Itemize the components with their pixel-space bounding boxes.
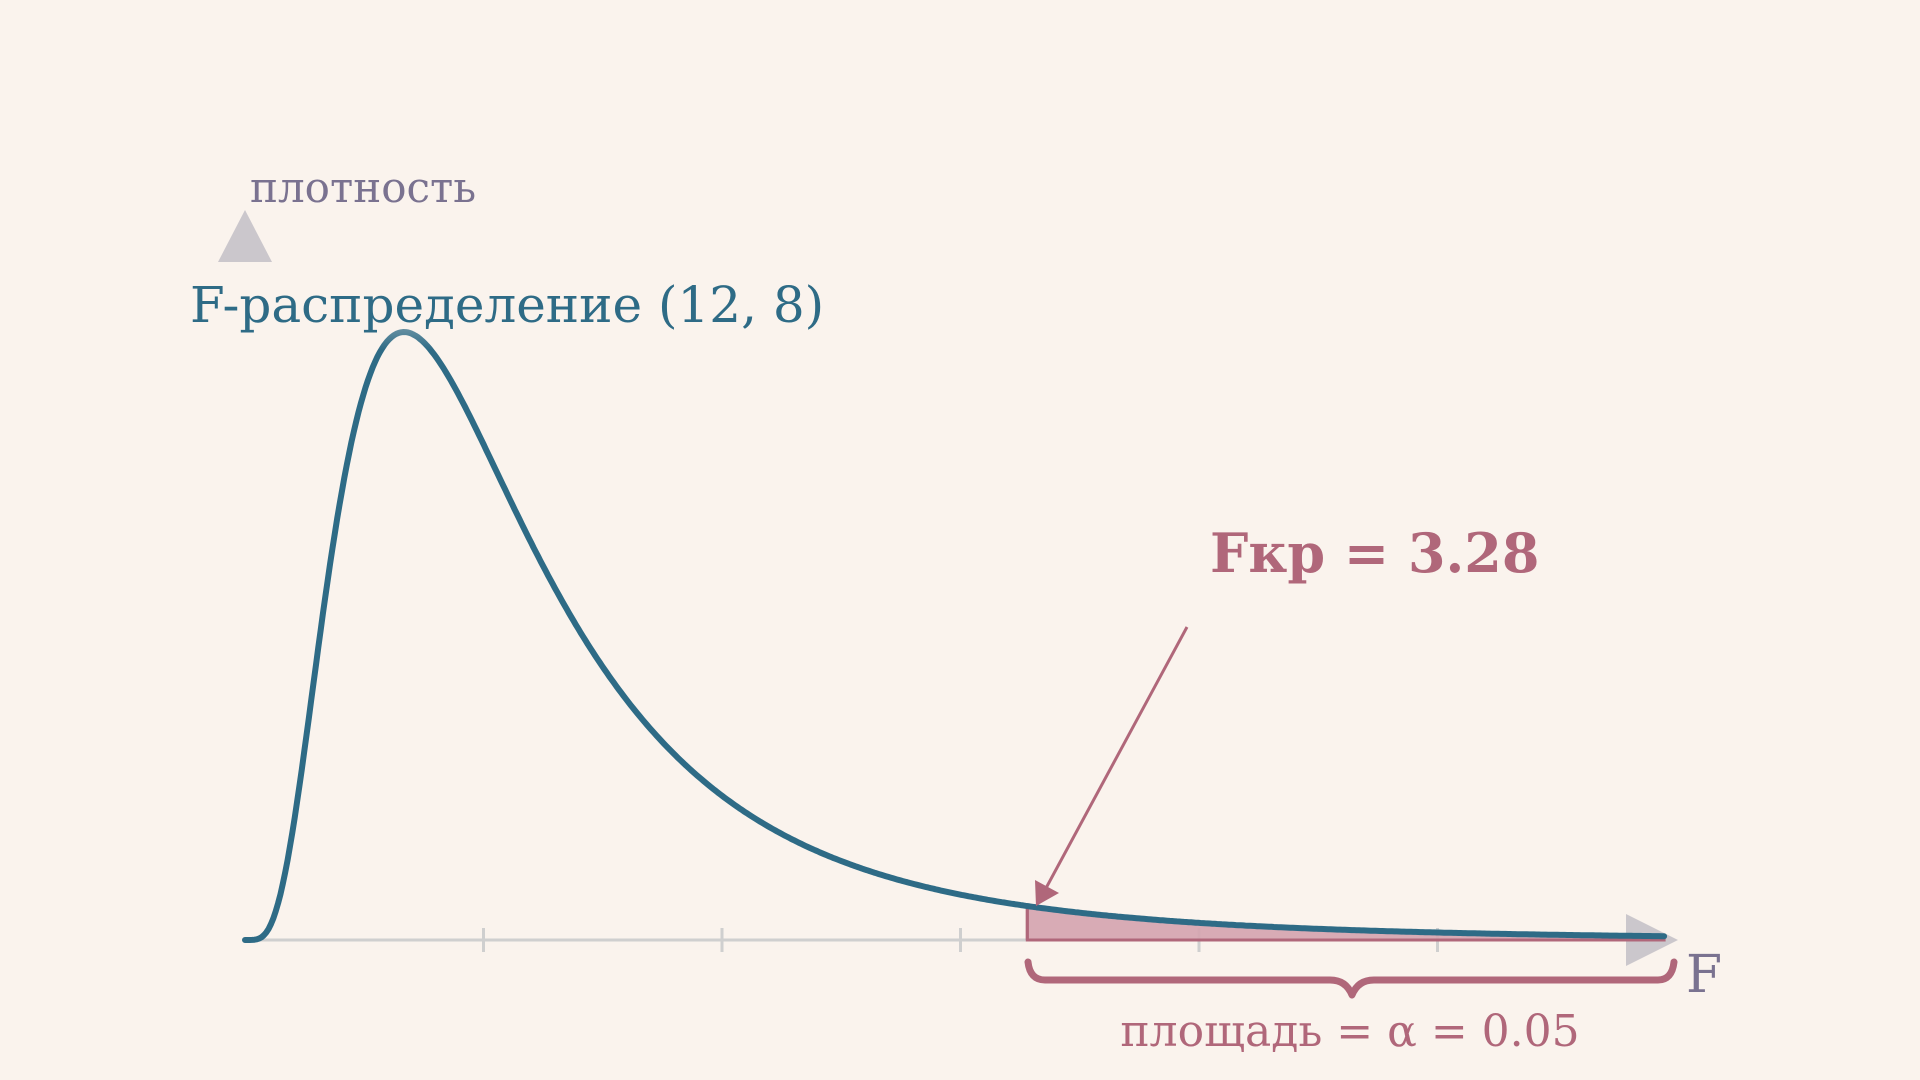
peak-label-backdrop xyxy=(240,270,480,350)
area-brace xyxy=(1024,958,1678,999)
annotation-arrow-icon xyxy=(1035,880,1059,906)
y-axis-arrow-icon xyxy=(218,210,272,262)
y-axis-label: плотность xyxy=(250,163,476,212)
density-curve xyxy=(242,329,1668,943)
annotation-arrow-line xyxy=(1043,626,1189,891)
curve-label: F-распределение (12, 8) xyxy=(190,276,824,334)
critical-value-label: Fкр = 3.28 xyxy=(1210,521,1539,585)
area-label: площадь = α = 0.05 xyxy=(1120,1006,1579,1057)
x-axis-label: F xyxy=(1686,945,1722,1005)
